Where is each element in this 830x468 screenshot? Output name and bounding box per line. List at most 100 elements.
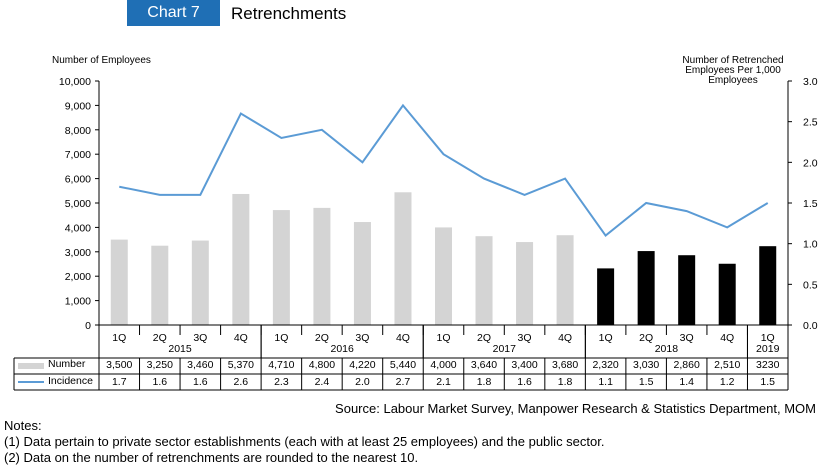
bar-number: [232, 193, 250, 325]
bar-number: [516, 242, 534, 325]
y2-axis-title-line: Number of Retrenched: [682, 55, 783, 66]
y-tick-label: 5,000: [65, 198, 91, 210]
table-cell-incidence: 2.3: [274, 376, 289, 388]
table-cell-incidence: 1.6: [152, 376, 167, 388]
bar-number: [151, 245, 169, 325]
quarter-label: 1Q: [761, 332, 775, 344]
y-tick-label: 8,000: [65, 125, 91, 137]
bar-number: [110, 239, 128, 325]
table-cell-number: 2,860: [674, 359, 700, 371]
table-cell-incidence: 1.5: [760, 376, 775, 388]
source-text: Source: Labour Market Survey, Manpower R…: [335, 401, 816, 416]
quarter-label: 3Q: [355, 332, 369, 344]
notes-heading: Notes:: [4, 418, 42, 433]
bar-number: [718, 263, 736, 325]
bar-number: [678, 255, 696, 325]
bar-number: [435, 227, 452, 325]
table-cell-number: 4,710: [268, 359, 294, 371]
bar-number: [475, 236, 493, 325]
y2-tick-label: 1.0: [803, 239, 818, 251]
bar-number: [191, 240, 209, 325]
quarter-label: 2Q: [477, 332, 491, 344]
note-2: (2) Data on the number of retrenchments …: [4, 450, 419, 465]
y2-tick-label: 2.5: [803, 117, 818, 129]
table-cell-incidence: 2.7: [396, 376, 411, 388]
year-label: 2018: [655, 343, 679, 355]
year-label: 2015: [168, 343, 192, 355]
quarter-label: 3Q: [193, 332, 207, 344]
y-tick-label: 3,000: [65, 247, 91, 259]
year-label: 2016: [330, 343, 354, 355]
table-cell-incidence: 1.2: [720, 376, 735, 388]
table-cell-number: 2,510: [714, 359, 740, 371]
table-cell-incidence: 2.0: [355, 376, 370, 388]
table-cell-number: 3230: [756, 359, 780, 371]
table-cell-incidence: 1.6: [193, 376, 208, 388]
table-cell-incidence: 2.6: [234, 376, 249, 388]
quarter-label: 1Q: [112, 332, 126, 344]
quarter-label: 4Q: [558, 332, 572, 344]
table-cell-number: 5,440: [390, 359, 416, 371]
quarter-label: 1Q: [599, 332, 613, 344]
table-cell-number: 4,800: [309, 359, 335, 371]
table-cell-number: 3,680: [552, 359, 578, 371]
bar-number: [394, 192, 412, 325]
y2-tick-label: 3.0: [803, 76, 818, 88]
table-cell-incidence: 1.8: [477, 376, 492, 388]
table-cell-incidence: 1.8: [558, 376, 573, 388]
legend-label-incidence: Incidence: [48, 375, 93, 387]
quarter-label: 2Q: [639, 332, 653, 344]
bar-number: [272, 210, 290, 325]
table-cell-incidence: 1.4: [679, 376, 694, 388]
table-cell-number: 5,370: [228, 359, 254, 371]
chart-number-badge: Chart 7: [127, 0, 220, 26]
y-tick-label: 7,000: [65, 149, 91, 161]
table-cell-incidence: 1.1: [598, 376, 613, 388]
table-cell-incidence: 2.1: [436, 376, 451, 388]
y2-axis-title-line: Employees: [708, 75, 757, 86]
table-cell-incidence: 1.5: [639, 376, 654, 388]
table-cell-number: 4,000: [430, 359, 456, 371]
notes: Notes: (1) Data pertain to private secto…: [4, 418, 604, 466]
bar-number: [313, 207, 331, 325]
table-cell-incidence: 1.7: [112, 376, 127, 388]
legend-label-number: Number: [48, 358, 86, 370]
line-incidence: [119, 103, 769, 237]
bar-number: [597, 268, 615, 325]
table-cell-number: 3,400: [511, 359, 537, 371]
table-cell-number: 4,220: [349, 359, 375, 371]
legend-key-number: [18, 363, 44, 369]
y-tick-label: 4,000: [65, 222, 91, 234]
bar-number: [637, 251, 655, 325]
quarter-label: 4Q: [234, 332, 248, 344]
quarter-label: 1Q: [436, 332, 450, 344]
table-cell-number: 3,030: [633, 359, 659, 371]
quarter-label: 3Q: [518, 332, 532, 344]
y-tick-label: 10,000: [59, 76, 91, 88]
y-tick-label: 0: [85, 320, 91, 332]
y-tick-label: 2,000: [65, 271, 91, 283]
y-tick-label: 1,000: [65, 296, 91, 308]
y2-tick-label: 0.5: [803, 279, 818, 291]
y-axis-title: Number of Employees: [52, 55, 151, 66]
quarter-label: 2Q: [153, 332, 167, 344]
bar-number: [556, 235, 574, 325]
table-cell-incidence: 2.4: [315, 376, 330, 388]
table-cell-number: 3,460: [187, 359, 213, 371]
retrenchments-chart: Number of Employees Number of RetrenchedE…: [13, 55, 818, 391]
y2-tick-label: 0.0: [803, 320, 818, 332]
y2-axis-title-line: Employees Per 1,000: [685, 65, 781, 76]
table-cell-number: 3,500: [106, 359, 132, 371]
quarter-label: 4Q: [396, 332, 410, 344]
quarter-label: 4Q: [720, 332, 734, 344]
y2-tick-label: 1.5: [803, 198, 818, 210]
year-label: 2019: [756, 343, 780, 355]
table-cell-number: 3,250: [147, 359, 173, 371]
table-cell-number: 3,640: [471, 359, 497, 371]
quarter-label: 2Q: [315, 332, 329, 344]
chart-title: Retrenchments: [231, 4, 347, 23]
quarter-label: 1Q: [274, 332, 288, 344]
y-tick-label: 6,000: [65, 174, 91, 186]
table-cell-number: 2,320: [592, 359, 618, 371]
quarter-label: 3Q: [680, 332, 694, 344]
